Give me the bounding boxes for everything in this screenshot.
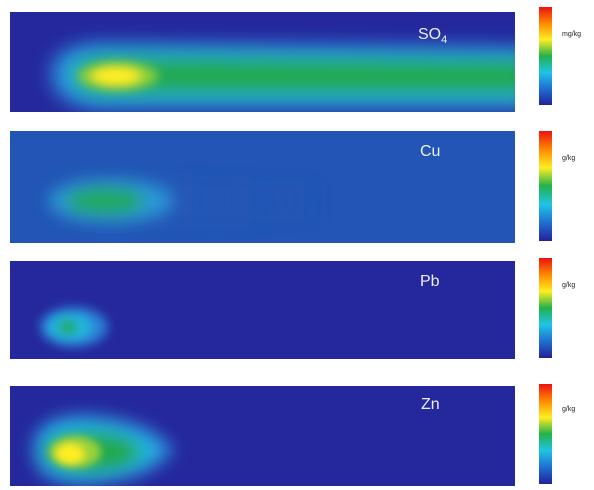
heatmap-panel-pb: Pb bbox=[10, 261, 515, 359]
zn-colorbar bbox=[539, 384, 552, 484]
so4-heatmap bbox=[10, 12, 515, 112]
zn-peak-core bbox=[56, 444, 84, 464]
so4-colorbar-unit: mg/kg bbox=[562, 31, 582, 38]
so4-label: SO4 bbox=[418, 26, 448, 47]
pb-heatmap bbox=[10, 261, 515, 359]
so4-plume bbox=[50, 42, 515, 110]
heatmap-panel-zn: Zn bbox=[10, 386, 515, 486]
zn-colorbar-unit: g/kg bbox=[562, 406, 576, 413]
cu-plume bbox=[48, 179, 330, 223]
zn-heatmap bbox=[10, 386, 515, 486]
cu-colorbar bbox=[539, 131, 552, 241]
heatmap-panel-so4: SO4 bbox=[10, 12, 515, 112]
pb-label: Pb bbox=[420, 273, 440, 290]
zn-label: Zn bbox=[421, 396, 440, 413]
pb-colorbar bbox=[539, 258, 552, 358]
pb-plume bbox=[40, 307, 108, 347]
heatmap-panel-cu: Cu bbox=[10, 131, 515, 243]
cu-heatmap bbox=[10, 131, 515, 243]
so4-peak-core bbox=[92, 67, 140, 85]
so4-colorbar bbox=[539, 7, 552, 105]
cu-colorbar-unit: g/kg bbox=[562, 155, 576, 162]
pb-colorbar-unit: g/kg bbox=[562, 282, 576, 289]
cu-label: Cu bbox=[420, 143, 441, 160]
